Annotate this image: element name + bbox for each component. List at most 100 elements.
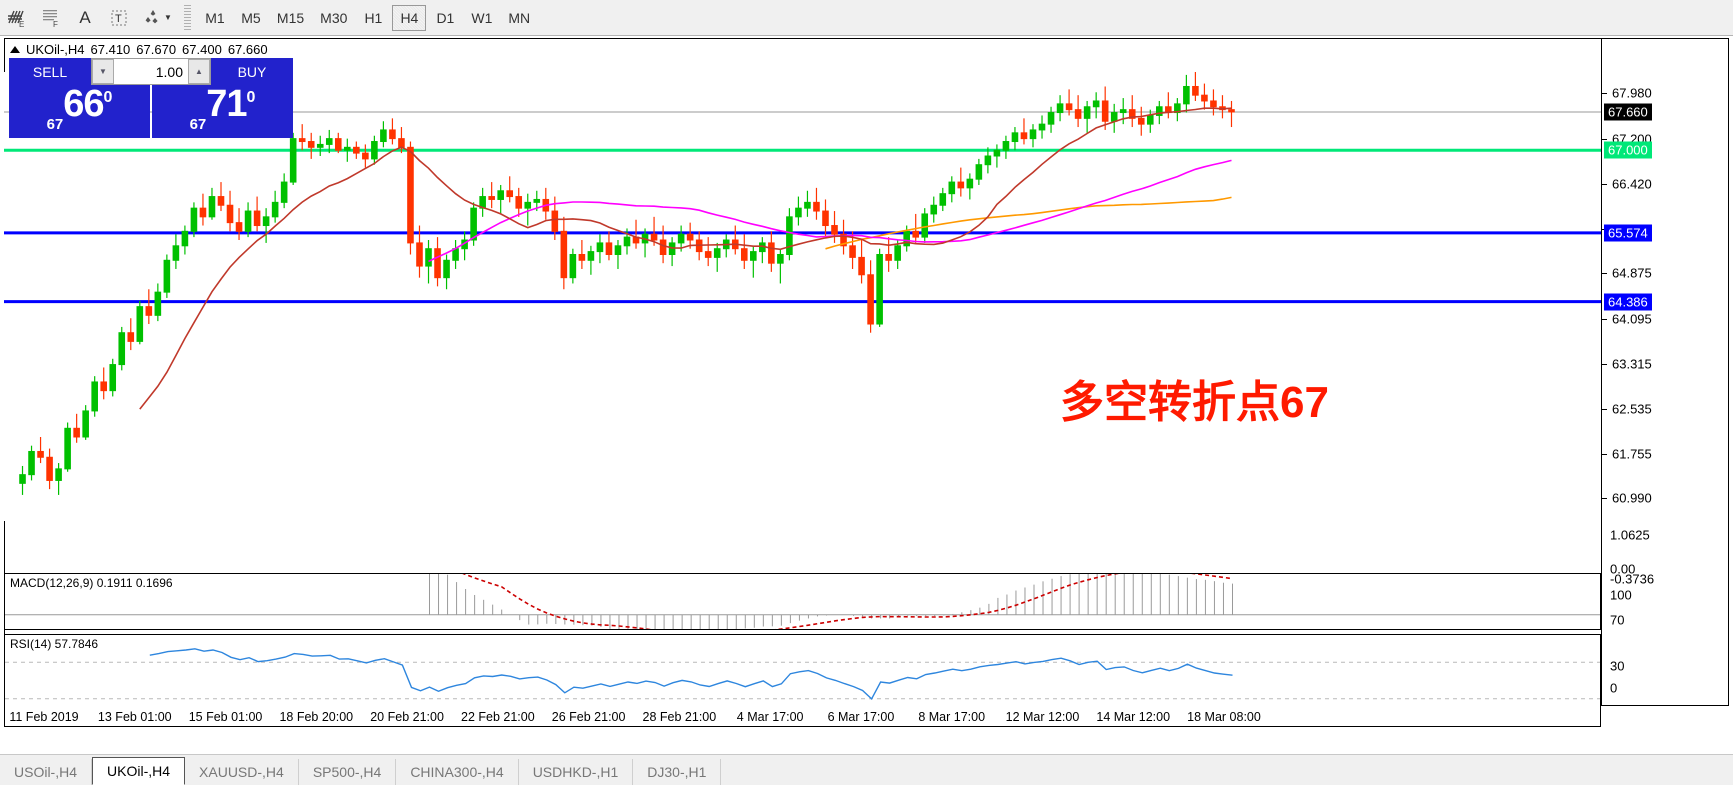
tab-dj30-h1[interactable]: DJ30-,H1 [633, 759, 722, 785]
symbol-header: UKOil-,H4 67.410 67.670 67.400 67.660 [10, 42, 268, 57]
chart-area[interactable]: UKOil-,H4 67.410 67.670 67.400 67.660 SE… [0, 36, 1733, 750]
rsi-label: RSI(14) 57.7846 [10, 637, 99, 651]
price-axis-tick [1602, 273, 1607, 275]
tab-xauusd-h4[interactable]: XAUUSD-,H4 [185, 759, 299, 785]
price-axis-tick [1602, 408, 1607, 410]
objects-dropdown-caret-icon[interactable]: ▼ [164, 13, 172, 22]
buy-price-quote[interactable]: 67 71 0 [152, 85, 293, 138]
rsi-axis-label-70: 70 [1610, 612, 1625, 628]
indicators-icon[interactable]: E [0, 3, 34, 33]
rsi-axis-label-0: 0 [1610, 680, 1618, 696]
svg-text:F: F [53, 20, 58, 29]
price-axis-label: 67.980 [1612, 85, 1652, 101]
macd-axis-label-max: 1.0625 [1610, 527, 1650, 543]
time-axis-label: 18 Mar 08:00 [1187, 710, 1261, 724]
price-axis-tick [1602, 183, 1607, 185]
price-axis-label: 64.095 [1612, 311, 1652, 326]
time-axis-label: 22 Feb 21:00 [461, 710, 535, 724]
sell-price-point: 0 [103, 89, 113, 106]
price-axis-tick [1602, 363, 1607, 365]
volume-increase-icon[interactable]: ▲ [188, 59, 210, 84]
time-axis-label: 14 Mar 12:00 [1096, 710, 1171, 724]
tab-usdhkd-h1[interactable]: USDHKD-,H1 [519, 759, 634, 785]
toolbar-grip[interactable] [183, 4, 191, 31]
price-axis[interactable]: 67.98067.20066.42065.64064.87564.09563.3… [1601, 38, 1729, 706]
rsi-plot [5, 648, 1600, 701]
buy-button[interactable]: BUY [211, 58, 293, 85]
volume-decrease-icon[interactable]: ▼ [92, 59, 114, 84]
text-tool-icon[interactable]: A [79, 7, 91, 27]
sell-price-prefix: 67 [46, 116, 64, 133]
tab-ukoil-h4[interactable]: UKOil-,H4 [92, 757, 186, 785]
time-axis-label: 26 Feb 21:00 [551, 710, 626, 724]
time-axis-label: 8 Mar 17:00 [918, 710, 986, 724]
templates-icon[interactable]: F [34, 3, 68, 33]
price-axis-badge-round-level[interactable]: 67.000 [1604, 141, 1652, 159]
price-axis-label: 63.315 [1612, 356, 1652, 372]
rsi-panel[interactable]: RSI(14) 57.7846 [4, 634, 1601, 727]
timeframe-w1[interactable]: W1 [471, 9, 493, 26]
macd-axis-label-min: -0.3736 [1610, 571, 1655, 587]
collapse-triangle-icon[interactable] [10, 46, 20, 53]
objects-icon[interactable] [136, 3, 170, 33]
symbol-ohlc-low: 67.400 [182, 42, 222, 57]
price-panel[interactable] [4, 72, 1601, 521]
time-axis-label: 6 Mar 17:00 [827, 710, 895, 724]
tab-china300-h4[interactable]: CHINA300-,H4 [396, 759, 519, 785]
price-axis-tick [1602, 318, 1607, 320]
price-axis-tick [1602, 138, 1607, 140]
timeframe-m1[interactable]: M1 [205, 9, 225, 26]
timeframe-h1[interactable]: H1 [364, 9, 383, 26]
price-axis-tick [1602, 498, 1607, 500]
timeframe-h4[interactable]: H4 [392, 4, 427, 31]
timeframe-d1[interactable]: D1 [436, 9, 455, 26]
price-axis-label: 66.420 [1612, 176, 1652, 192]
time-axis-label: 18 Feb 20:00 [279, 710, 354, 724]
chart-annotation[interactable]: 多空转折点67 [1060, 378, 1329, 427]
rsi-axis-label-100: 100 [1610, 587, 1632, 603]
tab-sp500-h4[interactable]: SP500-,H4 [299, 759, 397, 785]
svg-text:T: T [115, 13, 122, 25]
price-axis-badge-horizontal-line[interactable]: 65.574 [1604, 224, 1652, 242]
timeframe-m15[interactable]: M15 [276, 9, 305, 26]
symbol-label: UKOil-,H4 [26, 42, 85, 57]
price-axis-label: 62.535 [1612, 401, 1652, 417]
timeframe-m5[interactable]: M5 [241, 9, 261, 26]
buy-price-point: 0 [246, 89, 256, 106]
macd-label: MACD(12,26,9) 0.1911 0.1696 [10, 576, 173, 590]
macd-plot [5, 574, 1600, 629]
time-axis-label: 15 Feb 01:00 [188, 710, 263, 724]
one-click-trading-panel[interactable]: SELL ▼ 1.00 ▲ BUY 67 66 0 67 71 0 [9, 58, 293, 138]
time-axis-label: 20 Feb 21:00 [370, 710, 444, 724]
chart-tab-bar[interactable]: USOil-,H4 UKOil-,H4 XAUUSD-,H4 SP500-,H4… [0, 754, 1733, 785]
price-plot [4, 72, 1601, 495]
price-axis-tick [1602, 93, 1607, 95]
buy-price-main: 71 [206, 83, 247, 125]
tab-usoil-h4[interactable]: USOil-,H4 [0, 759, 93, 785]
sell-button[interactable]: SELL [9, 58, 91, 85]
time-axis-label: 11 Feb 2019 [9, 710, 79, 724]
volume-input[interactable]: 1.00 [155, 63, 183, 80]
timeframe-m30[interactable]: M30 [320, 9, 348, 26]
price-axis-label: 61.755 [1612, 446, 1652, 462]
symbol-ohlc-high: 67.670 [136, 42, 177, 57]
price-axis-label: 64.875 [1612, 265, 1652, 281]
main-toolbar: E F A T ▼ M1 M5 M15 M30 H1 H4 D1 W1 MN [0, 0, 1733, 36]
sell-price-main: 66 [63, 83, 104, 125]
price-axis-label: 60.990 [1612, 490, 1652, 506]
time-axis-label: 13 Feb 01:00 [97, 710, 172, 724]
time-axis-label: 12 Mar 12:00 [1005, 710, 1080, 724]
price-axis-badge-horizontal-line[interactable]: 64.386 [1604, 293, 1652, 311]
time-axis: 11 Feb 2019 13 Feb 01:00 15 Feb 01:00 18 Fe… [4, 708, 1729, 730]
time-axis-label: 28 Feb 21:00 [642, 710, 717, 724]
macd-panel[interactable]: MACD(12,26,9) 0.1911 0.1696 [4, 573, 1601, 630]
time-axis-label: 4 Mar 17:00 [736, 710, 804, 724]
volume-stepper[interactable]: ▼ 1.00 ▲ [91, 58, 211, 85]
sell-price-quote[interactable]: 67 66 0 [9, 85, 150, 138]
timeframe-mn[interactable]: MN [508, 9, 531, 26]
price-axis-badge-last-price[interactable]: 67.660 [1604, 103, 1652, 121]
buy-price-prefix: 67 [189, 116, 207, 133]
text-label-icon[interactable]: T [102, 3, 136, 33]
symbol-ohlc-open: 67.410 [90, 42, 131, 57]
rsi-axis-label-30: 30 [1610, 658, 1625, 674]
